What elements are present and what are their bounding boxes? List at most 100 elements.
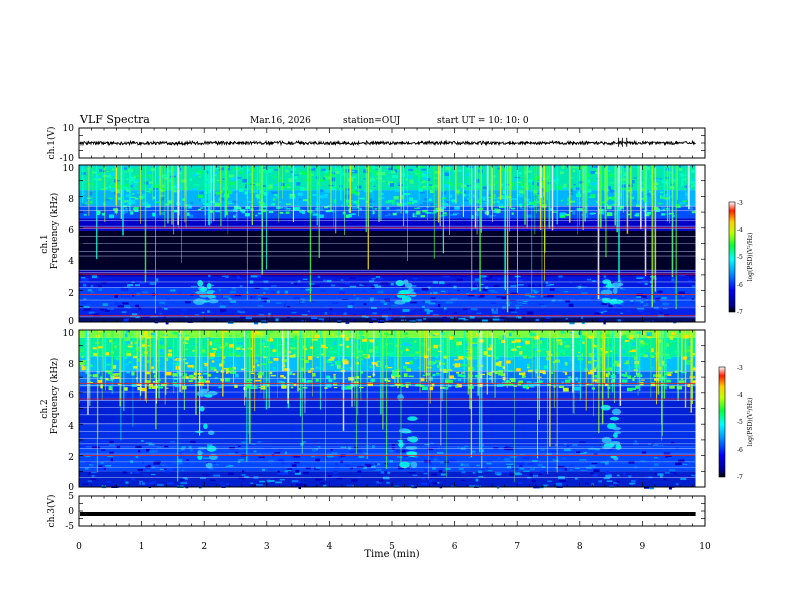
ch1-spec-texture bbox=[222, 295, 230, 298]
ch1-spec-texture bbox=[132, 183, 136, 187]
ch2-spec-texture bbox=[126, 330, 130, 334]
ch2-spec-texture bbox=[392, 373, 397, 376]
ch2-spec-texture bbox=[108, 385, 112, 390]
ch2-spec-texture bbox=[123, 387, 128, 391]
ch2-spec-texture bbox=[254, 354, 260, 356]
ch2-spec-texture bbox=[126, 349, 132, 354]
ch1-spec-texture bbox=[238, 188, 244, 192]
ch1-spec-texture bbox=[341, 173, 346, 176]
ch1-spec-texture bbox=[328, 173, 335, 177]
ch2-spec-texture bbox=[333, 373, 336, 376]
ch1-spec-texture bbox=[475, 178, 481, 183]
ch2-spec-texture bbox=[139, 482, 146, 486]
ch1-spec-texture bbox=[421, 287, 429, 291]
ch1-spec-texture bbox=[424, 300, 431, 304]
ch2-spec-texture bbox=[241, 470, 245, 473]
ch2-spec-texture bbox=[591, 462, 598, 465]
ch1-spec-texture bbox=[227, 203, 233, 205]
ch1-spec-texture bbox=[637, 308, 645, 310]
ch2-spec-texture bbox=[439, 365, 444, 369]
ch2-spec-texture bbox=[304, 354, 309, 359]
ch2-spec-texture bbox=[560, 330, 565, 334]
ch2-spec-texture bbox=[431, 333, 434, 336]
ch1-spec-whistler bbox=[207, 292, 214, 299]
ch1-spec-texture bbox=[432, 281, 439, 284]
ch2-spec-texture bbox=[324, 387, 328, 389]
ch2-spec-texture bbox=[160, 383, 167, 387]
ch2-spec-whistler bbox=[609, 416, 620, 421]
ch2-spec-texture bbox=[418, 366, 421, 369]
ch1-spec-texture bbox=[408, 201, 411, 205]
ch2-colorbar: -3 -4 -5 -6 -7 log(PSD)(V²/Hz) bbox=[718, 365, 754, 481]
ch1-spec-texture bbox=[608, 169, 611, 172]
ch2-spec-texture bbox=[407, 462, 413, 464]
ch2-spec-texture bbox=[155, 336, 160, 340]
ch2-spec-texture bbox=[543, 365, 548, 369]
ch1-spec-texture bbox=[145, 204, 151, 208]
ch2-spec-texture bbox=[370, 378, 375, 382]
ch1-spec-texture bbox=[263, 191, 268, 196]
ch1-spec-texture bbox=[383, 302, 387, 305]
ch1-spec-texture bbox=[381, 281, 389, 285]
ch2-spec-texture bbox=[283, 355, 288, 357]
ch1-spec-texture bbox=[371, 179, 376, 181]
ch2-spec-texture bbox=[397, 456, 404, 458]
ch1-spec-texture bbox=[309, 167, 316, 171]
ch1-spec-texture bbox=[284, 169, 289, 172]
ch2-spec-texture bbox=[513, 385, 517, 387]
ch1-spec-texture bbox=[332, 312, 336, 316]
ch1-spec-texture bbox=[527, 184, 530, 188]
ch2-spec-texture bbox=[613, 481, 619, 484]
ch1-spec-texture bbox=[309, 300, 315, 303]
ch1-spec-texture bbox=[459, 191, 465, 194]
ch1-spec-texture bbox=[156, 278, 159, 282]
ch2-spec-texture bbox=[403, 342, 409, 346]
ch1-spec-texture bbox=[442, 212, 447, 214]
ch1-spec-texture bbox=[465, 293, 470, 295]
ch2-spec-texture bbox=[241, 336, 246, 339]
ch1-spec-texture bbox=[353, 314, 356, 316]
ch1-spec-texture bbox=[440, 290, 446, 292]
ch2-spec-texture bbox=[691, 474, 696, 477]
ch2-spec-texture bbox=[178, 452, 183, 456]
ch1-spec-texture bbox=[626, 309, 630, 312]
ch2-spec-texture bbox=[184, 478, 188, 480]
ch2-spec-texture bbox=[579, 459, 587, 461]
ch2-spec-texture bbox=[612, 363, 618, 367]
ch2-spec-texture bbox=[622, 349, 625, 354]
ch1-spec-texture bbox=[90, 290, 94, 294]
ch1-spec-texture bbox=[620, 178, 626, 181]
ch1-spec-texture bbox=[636, 281, 642, 284]
ch1-spec-texture bbox=[684, 174, 689, 176]
ch2-spec-texture bbox=[126, 352, 132, 356]
ch1-spec-texture bbox=[356, 200, 360, 204]
ch2-spec-texture bbox=[568, 378, 574, 381]
ch1-spec-texture bbox=[275, 318, 279, 322]
ch1-spec-texture bbox=[470, 308, 478, 311]
ch1-spec-texture bbox=[586, 278, 592, 281]
ch1-spec-whistler bbox=[611, 282, 621, 289]
ch2-spec-texture bbox=[218, 386, 223, 389]
ch1-spec-texture bbox=[516, 316, 522, 319]
ch2-spec-texture bbox=[298, 481, 301, 484]
ch1-spec-texture bbox=[122, 302, 129, 305]
ch2-spec-texture bbox=[258, 456, 265, 458]
ch2-spec-texture bbox=[229, 446, 235, 450]
ch2-spec-texture bbox=[519, 453, 525, 456]
ch2-spec-texture bbox=[593, 359, 597, 362]
ch1-spec-texture bbox=[354, 191, 360, 196]
ch2-spec-texture bbox=[566, 444, 570, 447]
ch1-spec-texture bbox=[564, 291, 569, 293]
ch2-spec-texture bbox=[202, 474, 209, 476]
ch2-spec-texture bbox=[306, 335, 310, 337]
ch2-spec-texture bbox=[152, 381, 156, 383]
ch2-spec-whistler bbox=[196, 391, 208, 397]
ch2-spec-texture bbox=[267, 361, 273, 364]
ch1-spec-texture bbox=[619, 205, 624, 209]
ch1-spec-texture bbox=[516, 194, 521, 196]
ch1-spec-texture bbox=[346, 174, 350, 177]
ch1-spec-texture bbox=[679, 202, 686, 205]
ch2-spec-texture bbox=[483, 339, 489, 342]
ch1-spec-texture bbox=[657, 290, 663, 294]
ch2-spec-texture bbox=[535, 342, 538, 346]
